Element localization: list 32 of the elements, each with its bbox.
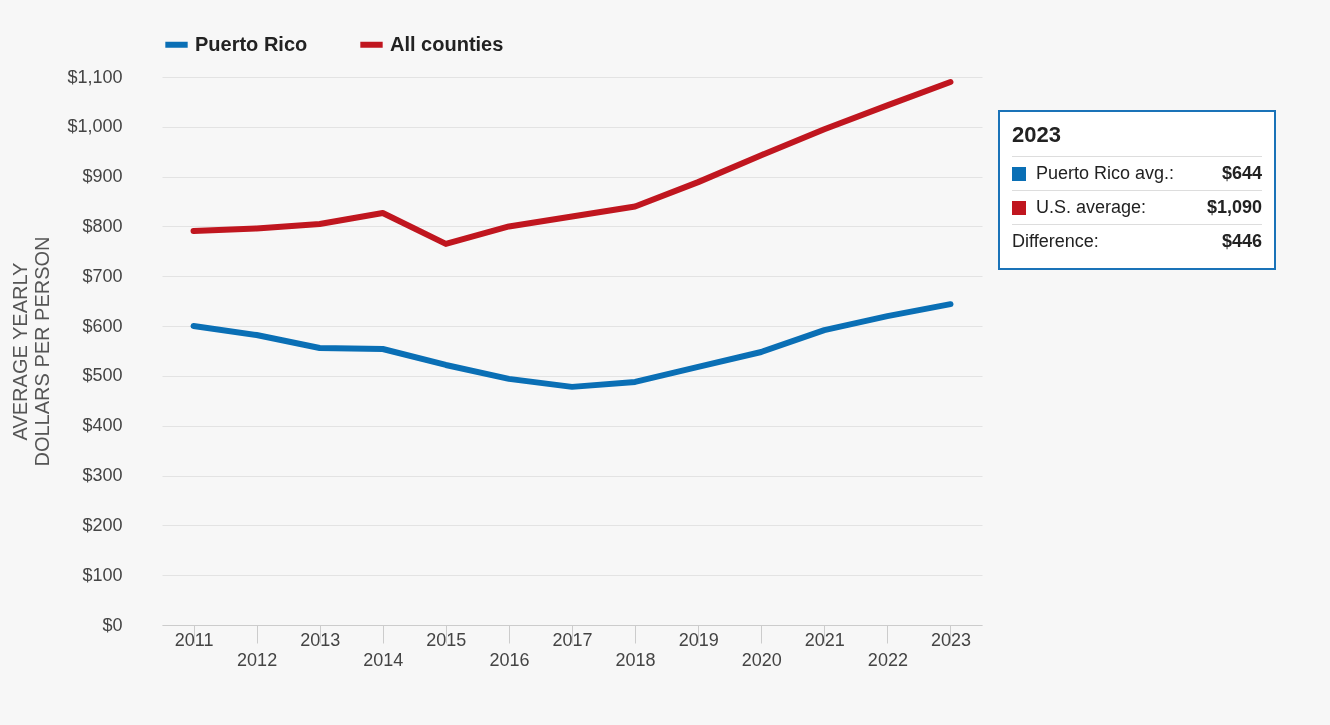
x-tick-label: 2015	[426, 629, 467, 650]
text: Difference: $446	[1012, 231, 1262, 251]
x-tick-label: 2013	[300, 629, 341, 650]
y-tick-label: $100	[82, 564, 123, 585]
y-tick-label: $1,100	[67, 66, 123, 87]
y-tick-label: $0	[102, 614, 123, 635]
x-tick-label: 2023	[930, 629, 971, 650]
x-tick-label: 2011	[174, 629, 214, 650]
y-tick-label: $900	[82, 166, 123, 187]
x-tick-label: 2018	[615, 649, 656, 670]
y-axis-title: AVERAGE YEARLY DOLLARS PER PERSON	[9, 236, 54, 467]
x-tick-label: 2017	[552, 629, 593, 650]
text: 2023	[1012, 122, 1062, 148]
x-tick-label: 2019	[678, 629, 719, 650]
x-tick-label: 2020	[741, 649, 782, 670]
y-tick-label: $400	[82, 415, 123, 436]
text: Puerto Rico avg.: $644	[1036, 163, 1262, 183]
x-tick-label: 2014	[363, 649, 404, 670]
x-tick-label: 2021	[804, 629, 845, 650]
y-tick-label: $200	[82, 514, 123, 535]
x-tick-label: 2012	[237, 649, 278, 670]
legend-label: Puerto Rico	[195, 32, 308, 55]
y-tick-label: $1,000	[67, 116, 123, 137]
y-tick-label: $600	[82, 315, 123, 336]
text: U.S. average: $1,090	[1036, 197, 1262, 217]
x-tick-label: 2016	[489, 649, 530, 670]
y-tick-label: $500	[82, 365, 123, 386]
y-tick-label: $300	[82, 465, 123, 486]
x-tick-label: 2022	[867, 649, 908, 670]
y-tick-label: $800	[82, 215, 123, 236]
y-tick-label: $700	[82, 265, 123, 286]
legend-label: All counties	[390, 32, 504, 55]
